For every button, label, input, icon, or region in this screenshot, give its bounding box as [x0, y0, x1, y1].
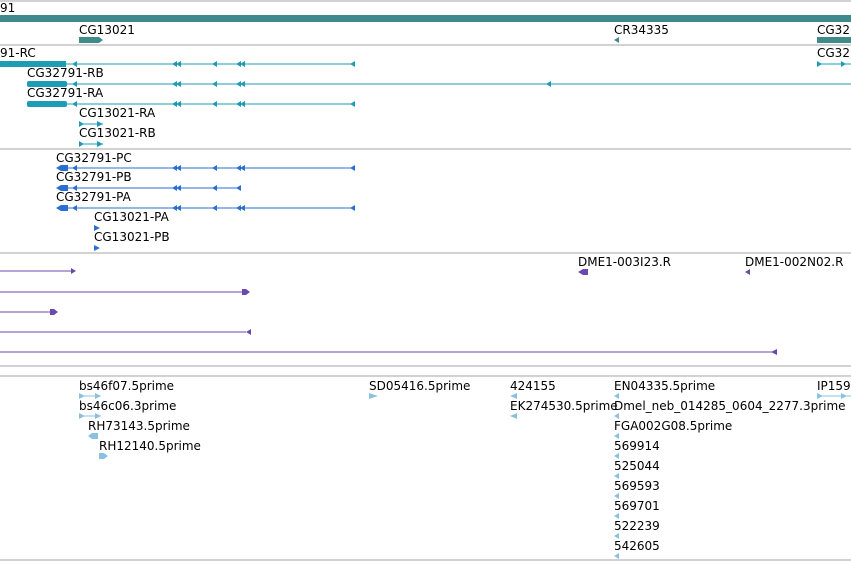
est-label-en04335[interactable]: EN04335.5prime: [614, 379, 715, 393]
est-dmel-neb[interactable]: [614, 413, 619, 419]
transcript-rc[interactable]: [0, 61, 355, 67]
transcript-label-cg13021-ra[interactable]: CG13021-RA: [79, 106, 156, 120]
clone-line-1[interactable]: [0, 268, 76, 274]
est-542605[interactable]: [614, 553, 619, 559]
est-label-bs46f07[interactable]: bs46f07.5prime: [79, 379, 174, 393]
est-sd05416[interactable]: [369, 393, 378, 399]
protein-pb[interactable]: [56, 185, 241, 191]
gene-cg13021-shape[interactable]: [79, 37, 103, 43]
transcript-label-rc[interactable]: 91-RC: [0, 46, 36, 60]
est-label-rh12140[interactable]: RH12140.5prime: [99, 439, 201, 453]
protein-label-cg13021-pb[interactable]: CG13021-PB: [94, 230, 170, 244]
transcript-cg32-right[interactable]: [817, 61, 851, 67]
est-label-522239[interactable]: 522239: [614, 519, 660, 533]
est-label-569701[interactable]: 569701: [614, 499, 660, 513]
gene-label-cg13021[interactable]: CG13021: [79, 23, 135, 37]
est-525044[interactable]: [614, 473, 619, 479]
est-rh12140[interactable]: [99, 453, 108, 459]
clone-line-5[interactable]: [0, 349, 777, 355]
est-label-dmel-neb[interactable]: Dmel_neb_014285_0604_2277.3prime: [614, 399, 846, 413]
transcript-rb[interactable]: [27, 81, 851, 87]
gene-cg32-bar[interactable]: [817, 37, 851, 43]
protein-label-cg13021-pa[interactable]: CG13021-PA: [94, 210, 170, 224]
est-label-569593[interactable]: 569593: [614, 479, 660, 493]
gene-cut-label[interactable]: 91: [0, 1, 15, 15]
est-label-542605[interactable]: 542605: [614, 539, 660, 553]
est-track: bs46f07.5prime SD05416.5prime 424155 EN0…: [0, 379, 851, 561]
est-label-ek274530[interactable]: EK274530.5prime: [510, 399, 618, 413]
clone-line-2[interactable]: [0, 289, 250, 295]
gene-cr34335-shape[interactable]: [614, 37, 619, 43]
protein-pa[interactable]: [56, 205, 355, 211]
clone-002n02-shape[interactable]: [745, 269, 750, 275]
est-label-fga002g08[interactable]: FGA002G08.5prime: [614, 419, 732, 433]
gene-label-cg32[interactable]: CG32: [817, 23, 850, 37]
clone-track: DME1-003I23.R DME1-002N02.R: [0, 255, 851, 377]
protein-pc[interactable]: [56, 165, 355, 171]
protein-cg13021-pa[interactable]: [94, 225, 100, 231]
est-bs46c06[interactable]: [79, 413, 101, 419]
clone-label-002n02[interactable]: DME1-002N02.R: [745, 255, 843, 269]
est-522239[interactable]: [614, 533, 619, 539]
transcript-label-cg32[interactable]: CG32: [817, 46, 850, 60]
protein-label-pc[interactable]: CG32791-PC: [56, 151, 132, 165]
est-label-525044[interactable]: 525044: [614, 459, 660, 473]
est-en04335[interactable]: [614, 393, 619, 399]
est-569593[interactable]: [614, 493, 619, 499]
est-label-rh73143[interactable]: RH73143.5prime: [88, 419, 190, 433]
protein-label-pa[interactable]: CG32791-PA: [56, 190, 132, 204]
gene-bar[interactable]: [0, 15, 851, 22]
clone-line-4[interactable]: [0, 329, 251, 335]
clone-label-003i23[interactable]: DME1-003I23.R: [578, 255, 671, 269]
est-rh73143[interactable]: [88, 433, 98, 439]
est-label-sd05416[interactable]: SD05416.5prime: [369, 379, 470, 393]
protein-track: CG32791-PC CG32791-PB CG32791-PA: [0, 151, 851, 254]
est-569914[interactable]: [614, 453, 619, 459]
est-ip159[interactable]: [817, 393, 851, 399]
protein-cg13021-pb[interactable]: [94, 245, 100, 251]
transcript-cg13021-rb[interactable]: [79, 141, 103, 147]
clone-line-3[interactable]: [0, 309, 58, 315]
est-ek274530[interactable]: [510, 413, 517, 419]
transcript-label-cg13021-rb[interactable]: CG13021-RB: [79, 126, 156, 140]
clone-003i23-shape[interactable]: [578, 269, 588, 275]
protein-label-pb[interactable]: CG32791-PB: [56, 170, 132, 184]
transcript-cg13021-ra[interactable]: [79, 121, 103, 127]
est-label-424155[interactable]: 424155: [510, 379, 556, 393]
transcript-label-ra[interactable]: CG32791-RA: [27, 86, 104, 100]
est-fga002g08[interactable]: [614, 433, 619, 439]
gene-track: 91 CG13021 CR34335 CG32: [0, 0, 851, 46]
transcript-ra[interactable]: [27, 101, 355, 107]
est-424155[interactable]: [510, 393, 517, 399]
est-label-bs46c06[interactable]: bs46c06.3prime: [79, 399, 176, 413]
est-label-569914[interactable]: 569914: [614, 439, 660, 453]
transcript-track: 91-RC CG32 CG32791-RB: [0, 46, 851, 150]
est-label-ip159[interactable]: IP159: [817, 379, 851, 393]
gene-label-cr34335[interactable]: CR34335: [614, 23, 669, 37]
est-bs46f07[interactable]: [79, 393, 101, 399]
est-569701[interactable]: [614, 513, 619, 519]
transcript-label-rb[interactable]: CG32791-RB: [27, 66, 104, 80]
